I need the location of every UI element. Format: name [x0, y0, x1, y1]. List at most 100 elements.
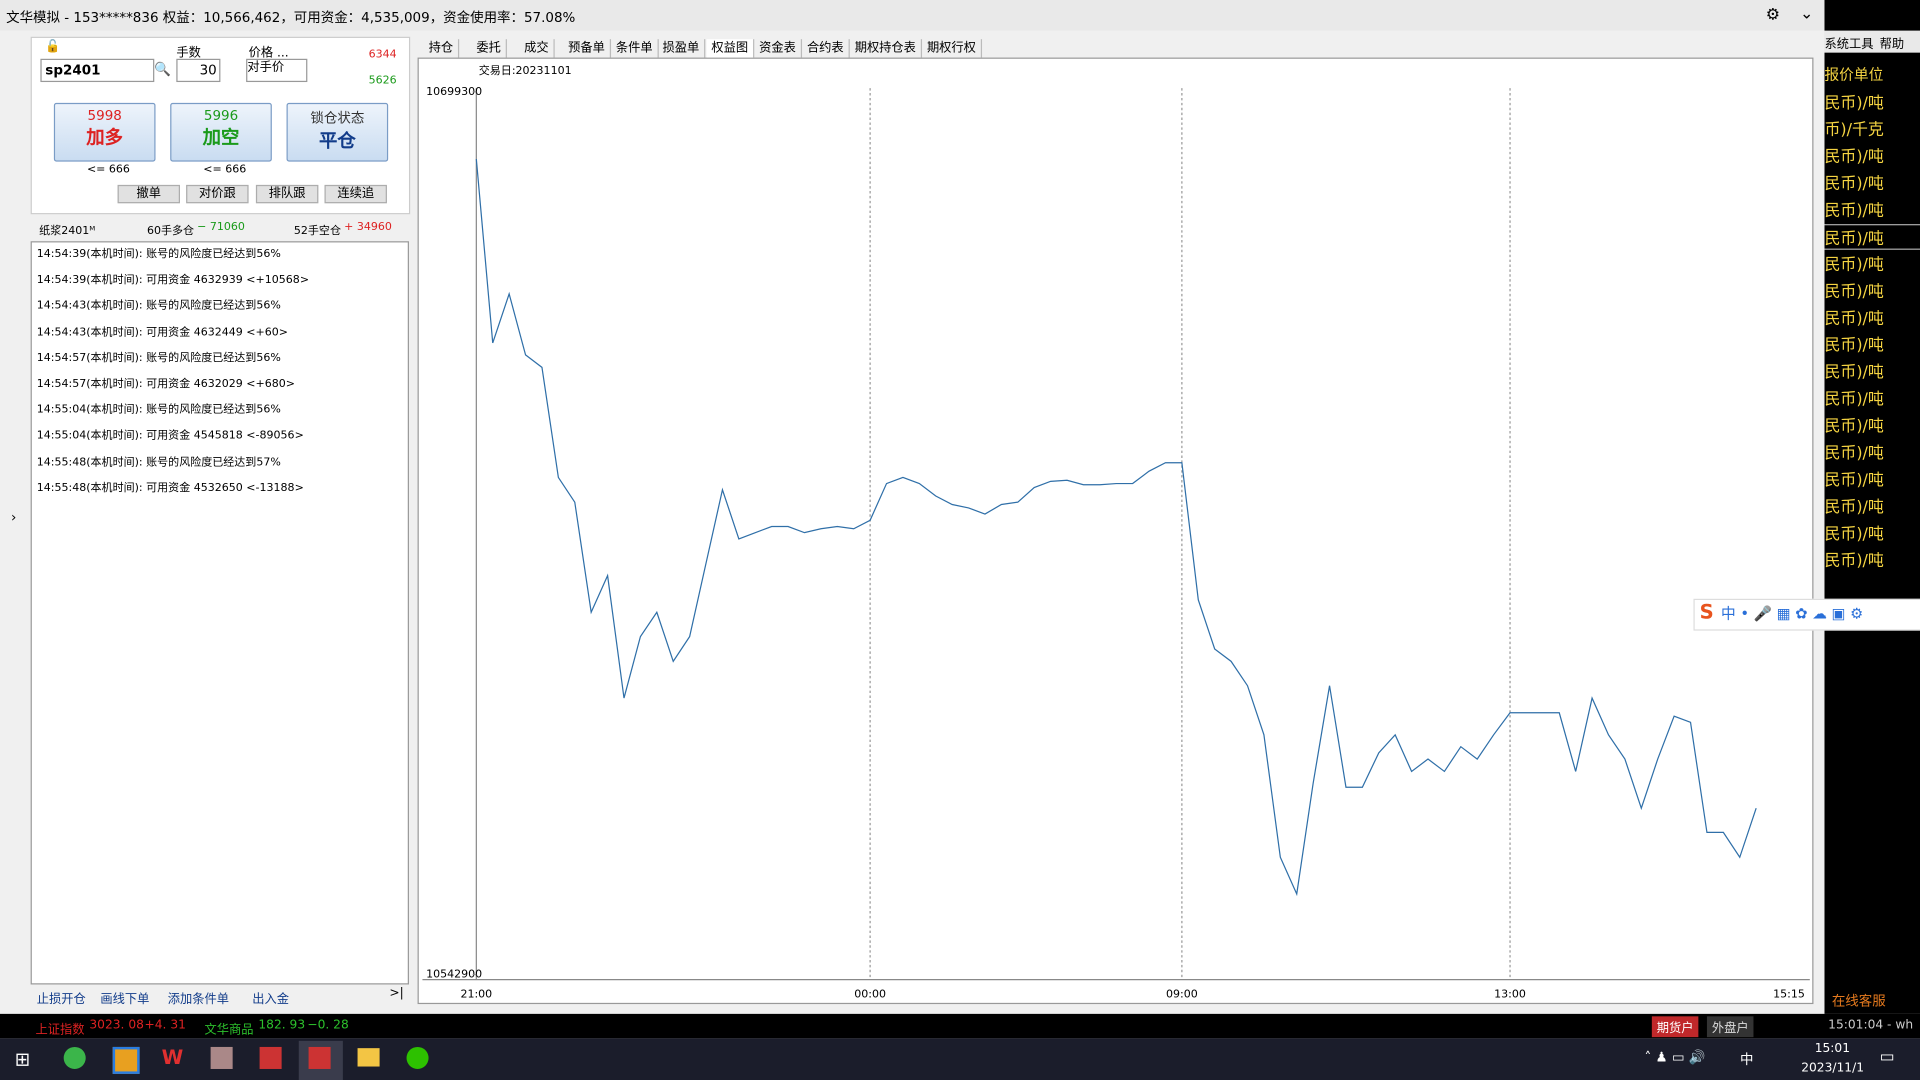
status-bar — [0, 1013, 1920, 1039]
quote-header: 报价单位 — [1824, 66, 1884, 84]
collapse-arrow[interactable]: >| — [389, 986, 404, 1001]
quote-row: 民币)/吨 — [1824, 417, 1884, 436]
search-icon[interactable]: 🔍 — [154, 61, 172, 78]
tab[interactable]: 成交 — [519, 39, 555, 58]
index-change: −0. 28 — [307, 1018, 349, 1033]
log-line: 14:55:48(本机时间): 账号的风险度已经达到57% — [36, 456, 281, 469]
notification-icon[interactable]: ▭ — [1879, 1048, 1895, 1067]
expand-arrow[interactable]: › — [11, 509, 17, 526]
tab[interactable]: 资金表 — [754, 39, 803, 58]
quote-row: 民币)/吨 — [1824, 444, 1884, 463]
app-icon[interactable]: W — [161, 1045, 184, 1069]
start-button[interactable]: ⊞ — [14, 1048, 31, 1071]
quote-row: 民币)/吨 — [1824, 552, 1884, 571]
link[interactable]: 止损开仓 — [36, 993, 86, 1007]
sell-button[interactable]: 5996 加空 — [170, 102, 272, 162]
quote-row: 民币)/吨 — [1824, 363, 1884, 383]
queue-button[interactable]: 排队跟 — [255, 184, 319, 204]
equity-line — [475, 159, 1757, 897]
app-icon[interactable] — [63, 1046, 86, 1069]
clock-time: 15:01 — [1814, 1042, 1850, 1056]
quote-row: 民币)/吨 — [1824, 498, 1884, 517]
lock-state: 锁仓状态 — [310, 110, 365, 127]
quote-row: 民币)/吨 — [1824, 336, 1884, 356]
log-line: 14:54:39(本机时间): 账号的风险度已经达到56% — [36, 248, 281, 261]
window-title: 文华模拟 - 153*****836 权益：10,566,462，可用资金：4,… — [6, 9, 576, 26]
tab[interactable]: 预备单 — [563, 39, 612, 58]
app-icon[interactable] — [308, 1046, 331, 1069]
quote-panel — [1824, 0, 1920, 1014]
x-tick-label: 21:00 — [460, 987, 492, 1000]
app-icon[interactable] — [357, 1048, 380, 1067]
index-name: 文华商品 — [204, 1023, 254, 1038]
buy-price: 5998 — [87, 107, 122, 124]
quote-row: 民币)/吨 — [1824, 224, 1920, 250]
tray-icons[interactable]: ˄ ♟ ▭ 🔊 — [1644, 1049, 1706, 1066]
position-contract: 纸浆2401ᴹ — [39, 225, 96, 238]
tab[interactable]: 条件单 — [611, 39, 659, 58]
account-tab[interactable]: 期货户 — [1651, 1016, 1699, 1038]
cancel-button[interactable]: 撤单 — [117, 184, 181, 204]
price-bottom: 5626 — [368, 74, 397, 87]
collapse-icon[interactable]: ⌄ — [1800, 4, 1814, 24]
follow-button[interactable]: 对价跟 — [186, 184, 249, 204]
close-button[interactable]: 锁仓状态 平仓 — [286, 102, 389, 162]
lock-icon[interactable]: 🔓 — [45, 40, 61, 54]
log-line: 14:54:39(本机时间): 可用资金 4632939 <+10568> — [36, 274, 310, 287]
quote-row: 币)/千克 — [1824, 121, 1884, 140]
quote-row: 民币)/吨 — [1824, 202, 1884, 221]
settings-icon[interactable]: ⚙ — [1765, 6, 1780, 25]
app-icon[interactable] — [112, 1046, 140, 1074]
tab[interactable]: 期权持仓表 — [850, 39, 923, 58]
log-line: 14:55:48(本机时间): 可用资金 4532650 <-13188> — [36, 482, 304, 495]
long-position: 60手多仓 — [146, 225, 195, 238]
tab[interactable]: 合约表 — [802, 39, 850, 58]
tab[interactable]: 期权行权 — [922, 39, 983, 58]
quote-row: 民币)/吨 — [1824, 255, 1884, 275]
app-icon[interactable] — [406, 1046, 429, 1069]
menu-item[interactable]: 帮助 — [1879, 37, 1905, 52]
status-time: 15:01:04 - wh — [1828, 1018, 1914, 1033]
qty-input[interactable]: 30 — [176, 58, 221, 83]
log-line: 14:55:04(本机时间): 可用资金 4545818 <-89056> — [36, 430, 304, 443]
index-change: +4. 31 — [144, 1018, 186, 1033]
price-input[interactable]: 对手价 — [246, 58, 308, 83]
index-name: 上证指数 — [35, 1023, 85, 1038]
sell-price: 5996 — [203, 107, 239, 124]
index-value: 3023. 08 — [89, 1018, 144, 1033]
y-tick-label: 10542900 — [426, 968, 482, 981]
app-icon[interactable] — [210, 1046, 233, 1069]
menu-item[interactable]: 系统工具 — [1824, 37, 1874, 52]
tab[interactable]: 权益图 — [706, 39, 755, 58]
ime-indicator[interactable]: 中 — [1740, 1051, 1754, 1068]
app-icon[interactable] — [259, 1046, 282, 1069]
link[interactable]: 出入金 — [252, 993, 289, 1007]
short-position: 52手空仓 — [293, 225, 341, 238]
long-pnl: − 71060 — [197, 221, 245, 234]
tab[interactable]: 委托 — [471, 39, 507, 58]
equity-chart: 交易日:20231101 10542900 10699300 21:00 00:00 0… — [422, 63, 1810, 1000]
tab[interactable]: 损盈单 — [658, 39, 706, 58]
close-label: 平仓 — [318, 129, 356, 152]
quote-row: 民币)/吨 — [1824, 390, 1884, 409]
x-tick-label: 13:00 — [1494, 987, 1526, 1000]
log-line: 14:54:43(本机时间): 账号的风险度已经达到56% — [36, 300, 281, 313]
x-tick-label: 00:00 — [854, 987, 886, 1000]
chart-subtitle: 交易日:20231101 — [479, 63, 572, 77]
link[interactable]: 添加条件单 — [167, 993, 229, 1007]
qty-label: 手数 — [176, 46, 201, 61]
price-top: 6344 — [368, 48, 397, 62]
menu-bar — [1824, 30, 1920, 53]
sell-limit: <= 666 — [203, 164, 247, 177]
service-link[interactable]: 在线客服 — [1831, 993, 1886, 1009]
tab[interactable]: 持仓 — [424, 39, 460, 58]
account-tab[interactable]: 外盘户 — [1706, 1016, 1754, 1038]
log-line: 14:54:43(本机时间): 可用资金 4632449 <+60> — [36, 326, 289, 339]
link[interactable]: 画线下单 — [100, 993, 150, 1007]
buy-button[interactable]: 5998 加多 — [53, 102, 156, 162]
chase-button[interactable]: 连续追 — [324, 184, 387, 204]
short-pnl: + 34960 — [344, 221, 392, 234]
quote-row: 民币)/吨 — [1824, 148, 1884, 167]
contract-input[interactable]: sp2401 — [40, 58, 155, 83]
